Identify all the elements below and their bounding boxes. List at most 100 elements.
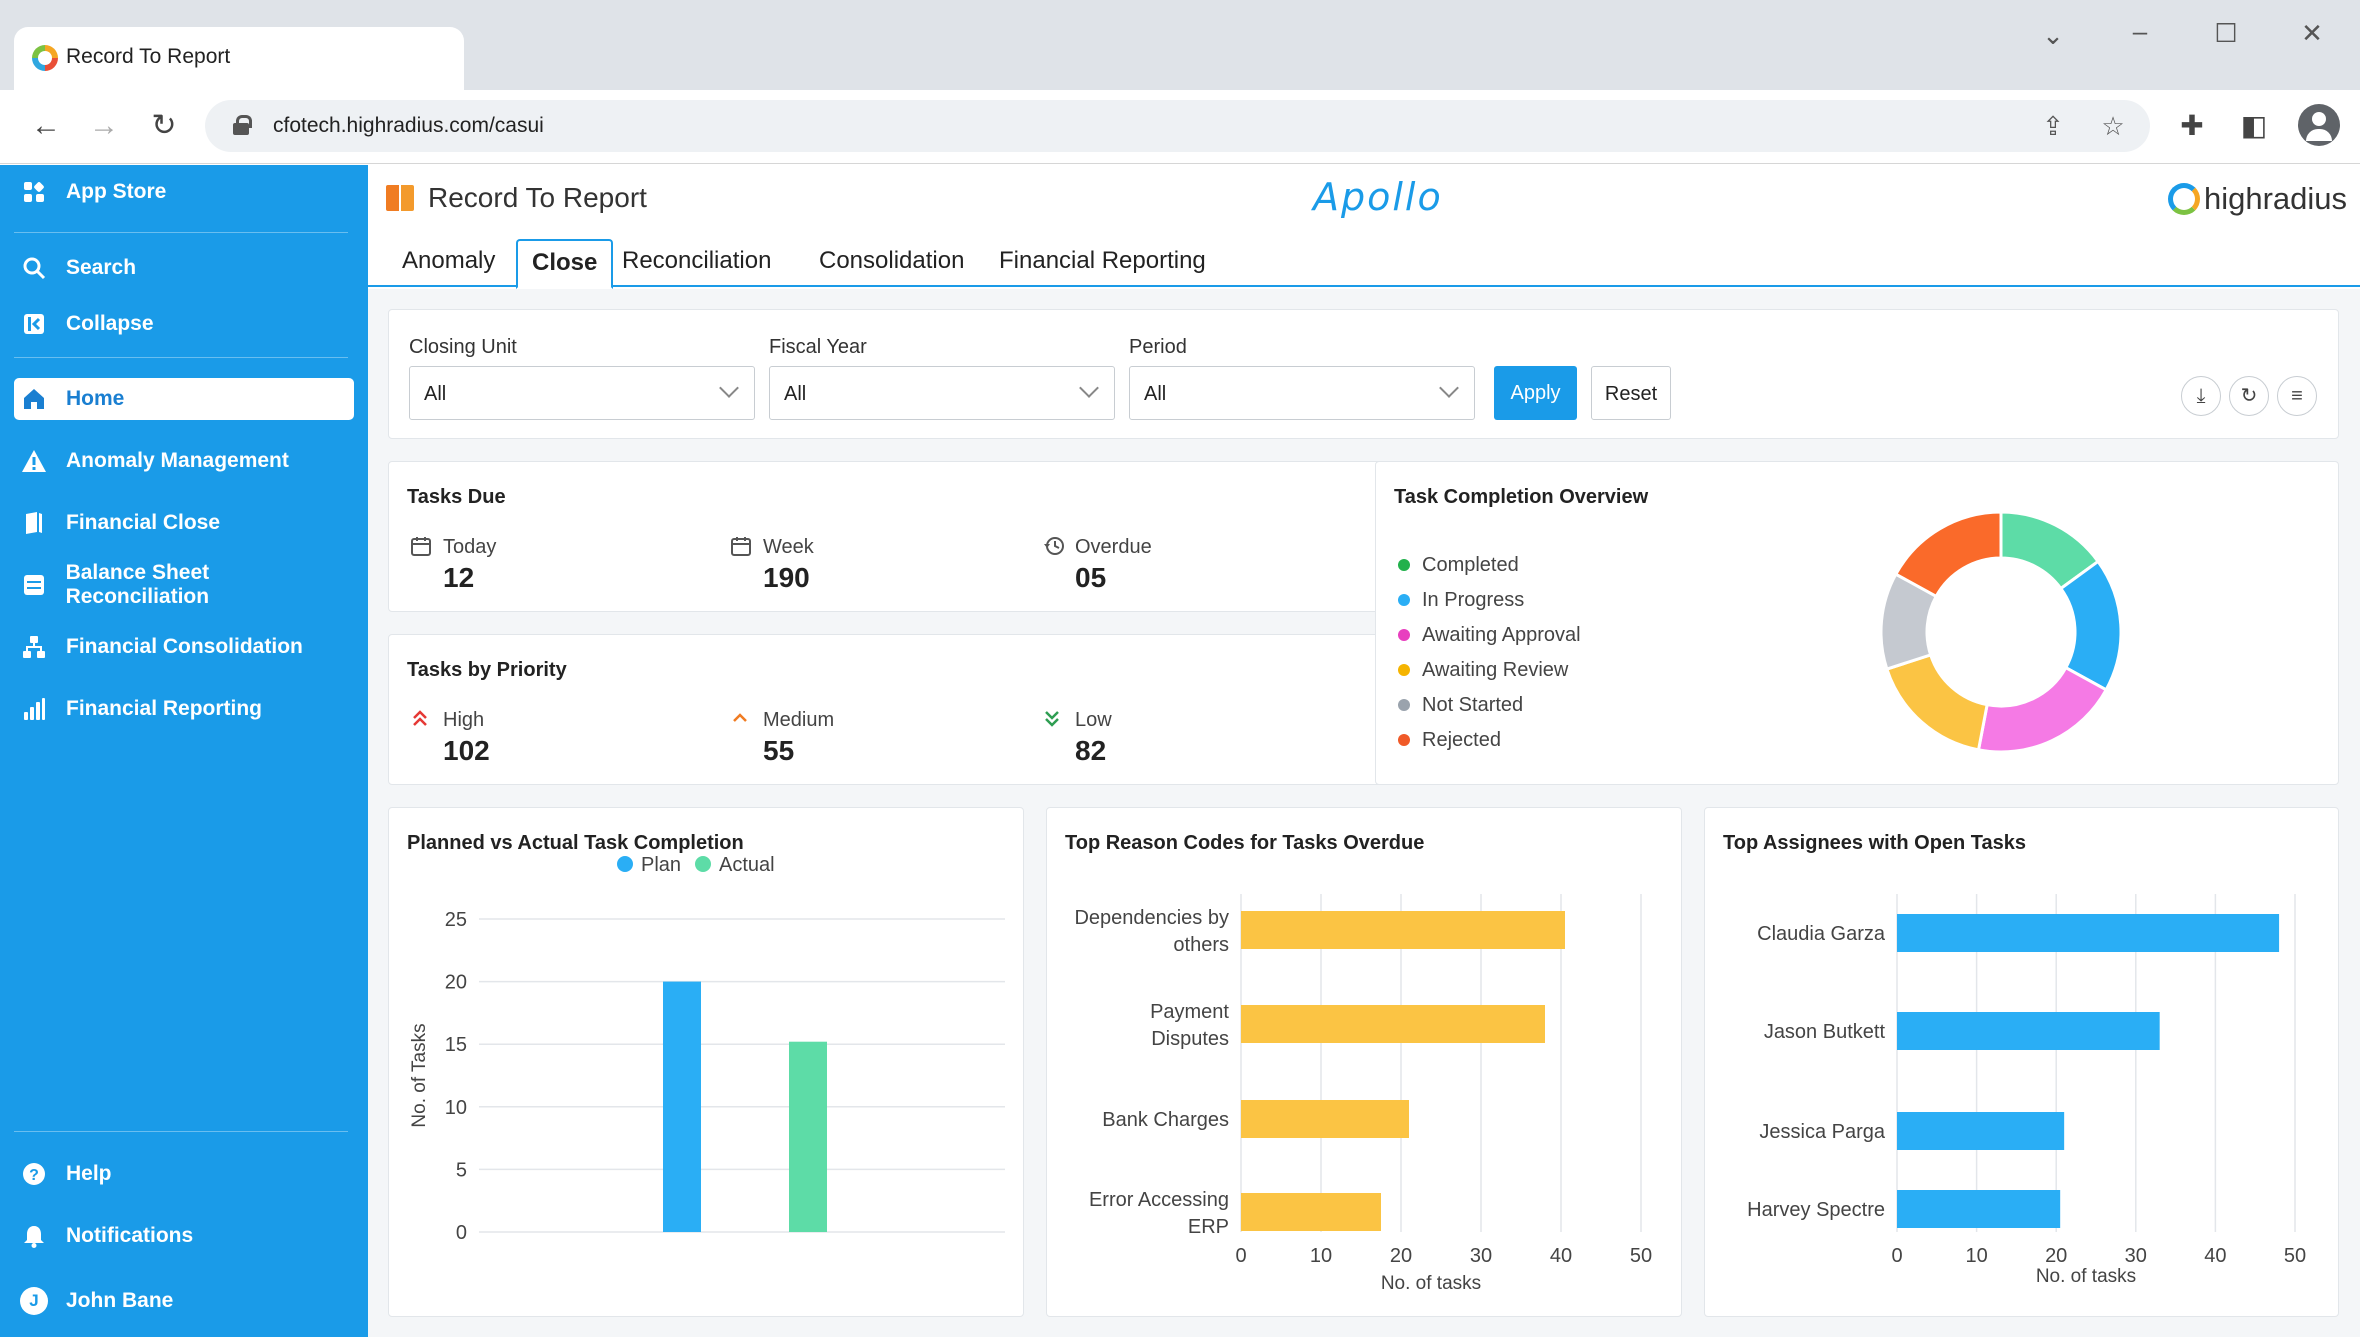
reset-button[interactable]: Reset <box>1591 366 1671 420</box>
card-title: Tasks Due <box>407 486 506 508</box>
low-value[interactable]: 82 <box>1075 735 1107 766</box>
browser-tab[interactable]: Record To Report <box>14 27 464 90</box>
bar-error-accessing-erp[interactable] <box>1241 1193 1381 1231</box>
sidebar-search[interactable]: Search <box>14 247 354 289</box>
legend-item-awaiting-review[interactable]: Awaiting Review <box>1398 657 1568 683</box>
legend-label-plan[interactable]: Plan <box>641 854 681 876</box>
fiscal-year-value: All <box>784 383 807 405</box>
category-label: Jason Butkett <box>1764 1021 1886 1043</box>
sidebar-user[interactable]: J John Bane <box>14 1280 354 1322</box>
bar-jessica-parga[interactable] <box>1897 1112 2065 1150</box>
legend-dot <box>1398 664 1410 676</box>
sidebar-notifications-label: Notifications <box>66 1224 194 1247</box>
high-value[interactable]: 102 <box>443 735 490 766</box>
legend-label-actual[interactable]: Actual <box>719 854 775 876</box>
card-title: Top Assignees with Open Tasks <box>1723 832 2027 854</box>
today-value[interactable]: 12 <box>443 562 475 593</box>
donut-slice-awaiting-review[interactable] <box>1884 652 1989 752</box>
category-label: Dependencies by <box>1074 907 1229 929</box>
closing-unit-select[interactable]: All <box>409 366 755 420</box>
share-icon[interactable]: ⇪ <box>2042 111 2064 141</box>
bar-dependencies-by-others[interactable] <box>1241 911 1565 949</box>
sidebar-notifications[interactable]: Notifications <box>14 1215 354 1257</box>
sidebar-item-label: Anomaly Management <box>66 449 289 472</box>
legend-item-rejected[interactable]: Rejected <box>1398 727 1501 753</box>
chevron-down-icon <box>1439 378 1459 398</box>
week-value[interactable]: 190 <box>763 562 810 593</box>
module-tabs: Anomaly Close Reconciliation Consolidati… <box>368 231 2360 289</box>
sidebar-item-balance-sheet-reconciliation[interactable]: Balance Sheet Reconciliation <box>14 561 354 608</box>
donut-slice-awaiting-approval[interactable] <box>1976 665 2109 754</box>
bar-plan[interactable] <box>663 981 701 1232</box>
svg-text:?: ? <box>29 1167 39 1184</box>
legend-dot <box>1398 629 1410 641</box>
sidebar-item-home[interactable]: Home <box>14 378 354 420</box>
bar-jason-butkett[interactable] <box>1897 1012 2160 1050</box>
profile-icon[interactable] <box>2298 104 2340 146</box>
star-icon[interactable]: ☆ <box>2101 111 2125 141</box>
bar-harvey-spectre[interactable] <box>1897 1190 2061 1228</box>
back-icon[interactable]: ← <box>31 109 61 142</box>
home-icon <box>20 385 48 413</box>
tab-close[interactable]: Close <box>516 239 614 289</box>
bar-claudia-garza[interactable] <box>1897 914 2280 952</box>
user-avatar: J <box>20 1287 48 1315</box>
overdue-value[interactable]: 05 <box>1075 562 1107 593</box>
donut-slice-rejected[interactable] <box>1893 510 2003 599</box>
forward-icon[interactable]: → <box>89 109 119 142</box>
bar-bank-charges[interactable] <box>1241 1100 1409 1138</box>
reload-icon[interactable]: ↻ <box>151 109 177 142</box>
sidebar-help[interactable]: ? Help <box>14 1153 354 1195</box>
sidebar-collapse[interactable]: Collapse <box>14 303 354 345</box>
sidebar-item-anomaly-management[interactable]: Anomaly Management <box>14 440 354 482</box>
bar-payment-disputes[interactable] <box>1241 1005 1545 1043</box>
sidebar-app-store-label: App Store <box>66 180 167 203</box>
x-axis-label: No. of tasks <box>2036 1266 2136 1287</box>
category-label: others <box>1173 934 1229 956</box>
y-tick-label: 10 <box>445 1097 467 1119</box>
hierarchy-icon <box>20 633 48 661</box>
tab-title: Record To Report <box>66 45 231 68</box>
maximize-icon[interactable]: ☐ <box>2214 18 2238 48</box>
minimize-icon[interactable]: – <box>2132 16 2148 46</box>
tab-reconciliation[interactable]: Reconciliation <box>622 247 772 274</box>
apply-button[interactable]: Apply <box>1494 366 1577 420</box>
extensions-icon[interactable]: ✚ <box>2180 110 2204 141</box>
today-label: Today <box>443 536 497 558</box>
period-label: Period <box>1129 336 1187 358</box>
overdue-label: Overdue <box>1075 536 1152 558</box>
period-select[interactable]: All <box>1129 366 1475 420</box>
legend-item-awaiting-approval[interactable]: Awaiting Approval <box>1398 622 1581 648</box>
fiscal-year-select[interactable]: All <box>769 366 1115 420</box>
side-panel-icon[interactable]: ◧ <box>2240 110 2268 141</box>
planned-vs-actual-chart: 0 5 10 15 20 25 No. of Tasks Plan Actual <box>409 854 1005 1244</box>
week-label: Week <box>763 536 814 558</box>
medium-value[interactable]: 55 <box>763 735 795 766</box>
legend-item-not-started[interactable]: Not Started <box>1398 692 1523 718</box>
legend-item-in-progress[interactable]: In Progress <box>1398 587 1524 613</box>
x-tick-label: 50 <box>1630 1245 1652 1267</box>
chevron-down-icon[interactable]: ⌄ <box>2042 20 2064 50</box>
x-tick-label: 20 <box>1390 1245 1412 1267</box>
address-bar: ← → ↻ cfotech.highradius.com/casui ⇪ ☆ ✚… <box>0 90 2360 164</box>
filter-icon[interactable]: ≡ <box>2277 376 2317 416</box>
sidebar-app-store[interactable]: App Store <box>14 171 354 213</box>
sidebar-item-financial-close[interactable]: Financial Close <box>14 502 354 544</box>
url-text: cfotech.highradius.com/casui <box>273 114 544 137</box>
legend-dot <box>1398 734 1410 746</box>
tab-consolidation[interactable]: Consolidation <box>819 247 965 274</box>
legend-item-completed[interactable]: Completed <box>1398 552 1519 578</box>
x-tick-label: 40 <box>1550 1245 1572 1267</box>
sidebar-item-financial-reporting[interactable]: Financial Reporting <box>14 688 354 730</box>
refresh-icon[interactable]: ↻ <box>2229 376 2269 416</box>
download-icon[interactable]: ⤓ <box>2181 376 2221 416</box>
sidebar-item-financial-consolidation[interactable]: Financial Consolidation <box>14 626 354 668</box>
tab-anomaly[interactable]: Anomaly <box>402 247 496 274</box>
close-icon[interactable]: ✕ <box>2301 18 2323 48</box>
sidebar-item-label: Home <box>66 387 125 410</box>
url-field[interactable]: cfotech.highradius.com/casui ⇪ ☆ <box>205 100 2150 152</box>
card-title: Tasks by Priority <box>407 659 567 681</box>
tab-financial-reporting[interactable]: Financial Reporting <box>999 247 1206 274</box>
bar-actual[interactable] <box>789 1041 827 1232</box>
